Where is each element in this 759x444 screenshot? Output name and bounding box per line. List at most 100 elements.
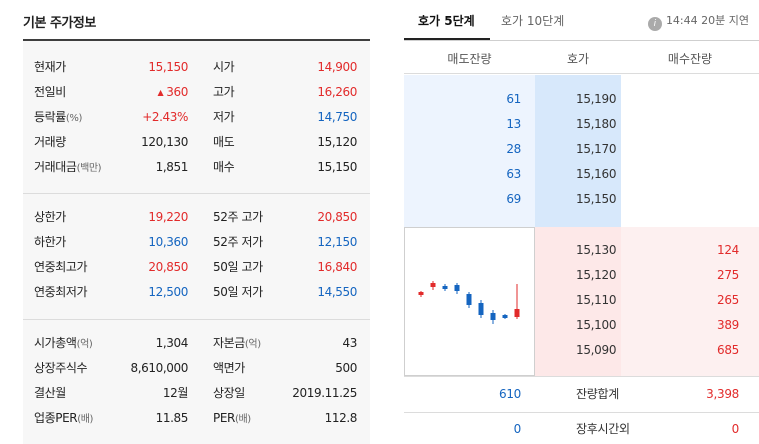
candle	[430, 281, 436, 290]
stat-label: 52주 저가	[213, 232, 263, 252]
tab-orderbook-5[interactable]: 호가 5단계	[418, 14, 475, 28]
after-hours-label: 장후시간외	[576, 422, 630, 436]
stat-label-text: 시가총액	[34, 336, 77, 350]
stat-value: 15,120	[317, 132, 357, 152]
stat-value: 14,750	[317, 107, 357, 127]
stat-value: 14,900	[317, 57, 357, 77]
stat-value-text: 15,150	[148, 60, 188, 74]
stat-label: 결산월	[34, 383, 66, 403]
header-bid-qty: 매수잔량	[667, 52, 713, 66]
stat-label: 현재가	[34, 57, 66, 77]
stat-label-text: 현재가	[34, 60, 66, 74]
stat-value-text: 500	[335, 361, 357, 375]
candle	[442, 284, 448, 291]
stat-label: 거래대금(백만)	[34, 157, 102, 177]
bid-qty: 389	[716, 318, 739, 332]
bid-qty: 124	[716, 243, 739, 257]
stat-value: 12,500	[148, 282, 188, 302]
total-ask-qty: 610	[498, 387, 521, 401]
stat-value: 15,150	[317, 157, 357, 177]
stat-label: 매수	[213, 157, 235, 177]
stat-label: PER(배)	[213, 408, 251, 428]
bid-qty: 275	[716, 268, 739, 282]
stat-label-text: 시가	[213, 60, 235, 74]
stat-label: 하한가	[34, 232, 66, 252]
stat-label-text: 50일 저가	[213, 285, 263, 299]
stat-label-text: 상한가	[34, 210, 66, 224]
delay-note: i 14:44 20분 지연	[647, 12, 749, 31]
stat-value: 2019.11.25	[292, 383, 357, 403]
orderbook-header: 매도잔량 호가 매수잔량	[404, 41, 759, 74]
stat-label: 상한가	[34, 207, 66, 227]
stat-label: 50일 고가	[213, 257, 263, 277]
stat-label: 시가총액(억)	[34, 333, 93, 353]
ask-price: 15,150	[576, 192, 617, 206]
summary-divider	[404, 412, 759, 413]
stat-value-text: 360	[166, 85, 188, 99]
stat-value: 14,550	[317, 282, 357, 302]
stat-unit: (%)	[65, 113, 83, 124]
stat-label-text: 매수	[213, 160, 235, 174]
after-hours-ask-qty: 0	[513, 422, 522, 436]
stat-label-text: PER	[213, 411, 235, 425]
stat-value: 1,304	[156, 333, 189, 353]
stat-label-text: 저가	[213, 110, 235, 124]
bid-area	[621, 227, 759, 376]
candle	[514, 284, 520, 319]
stat-label-text: 상장주식수	[34, 361, 88, 375]
stat-label-text: 거래량	[34, 135, 66, 149]
stat-label: 매도	[213, 132, 235, 152]
candle	[490, 310, 496, 324]
stat-value: 1,851	[156, 157, 189, 177]
stat-value: 10,360	[148, 232, 188, 252]
stat-label-text: 연중최고가	[34, 260, 88, 274]
stat-value-text: 15,150	[317, 160, 357, 174]
stat-value-text: 12,500	[148, 285, 188, 299]
total-bid-qty: 3,398	[706, 387, 739, 401]
stat-label-text: 50일 고가	[213, 260, 263, 274]
candle	[502, 314, 508, 319]
stat-value: 16,260	[317, 82, 357, 102]
stat-value-text: 14,750	[317, 110, 357, 124]
stat-label: 연중최고가	[34, 257, 88, 277]
bid-price: 15,110	[576, 293, 617, 307]
stat-value-text: 12월	[162, 386, 189, 400]
stat-value-text: 112.8	[324, 411, 358, 425]
ask-qty: 61	[506, 92, 521, 106]
stat-label-text: 하한가	[34, 235, 66, 249]
stat-value-text: 2019.11.25	[292, 386, 357, 400]
info-icon[interactable]: i	[647, 17, 662, 31]
stat-value: ▲ 360	[157, 82, 189, 102]
basic-info-panel: 현재가 15,150 시가 14,900 전일비 ▲ 360 고가 16,260 등락률(%) +2…	[23, 39, 370, 444]
stat-label-text: 액면가	[213, 361, 245, 375]
header-ask-qty: 매도잔량	[447, 52, 492, 66]
summary-divider	[404, 376, 759, 377]
up-arrow-icon: ▲	[157, 88, 164, 97]
stat-label-text: 등락률	[34, 110, 66, 124]
ask-qty: 69	[506, 192, 521, 206]
stat-value: +2.43%	[142, 107, 188, 127]
stat-label: 거래량	[34, 132, 66, 152]
stat-value: 20,850	[148, 257, 188, 277]
ask-qty: 28	[506, 142, 521, 156]
candle	[454, 283, 460, 294]
total-label: 잔량합계	[576, 387, 619, 401]
stat-value: 12,150	[317, 232, 357, 252]
tab-orderbook-10[interactable]: 호가 10단계	[501, 14, 565, 28]
stat-value-text: 20,850	[148, 260, 188, 274]
stat-label: 자본금(억)	[213, 333, 261, 353]
ask-price: 15,170	[576, 142, 617, 156]
stat-label: 등락률(%)	[34, 107, 82, 127]
stat-label-text: 업종PER	[34, 411, 78, 425]
bid-qty: 265	[716, 293, 739, 307]
stat-value-text: 120,130	[141, 135, 188, 149]
ask-price: 15,190	[576, 92, 617, 106]
ask-price: 15,180	[576, 117, 617, 131]
stat-value: 19,220	[148, 207, 188, 227]
stat-unit: (배)	[234, 414, 251, 425]
stat-label-text: 52주 저가	[213, 235, 263, 249]
stat-label: 전일비	[34, 82, 66, 102]
bid-price: 15,120	[576, 268, 617, 282]
bid-price: 15,090	[576, 343, 617, 357]
stat-label: 연중최저가	[34, 282, 88, 302]
